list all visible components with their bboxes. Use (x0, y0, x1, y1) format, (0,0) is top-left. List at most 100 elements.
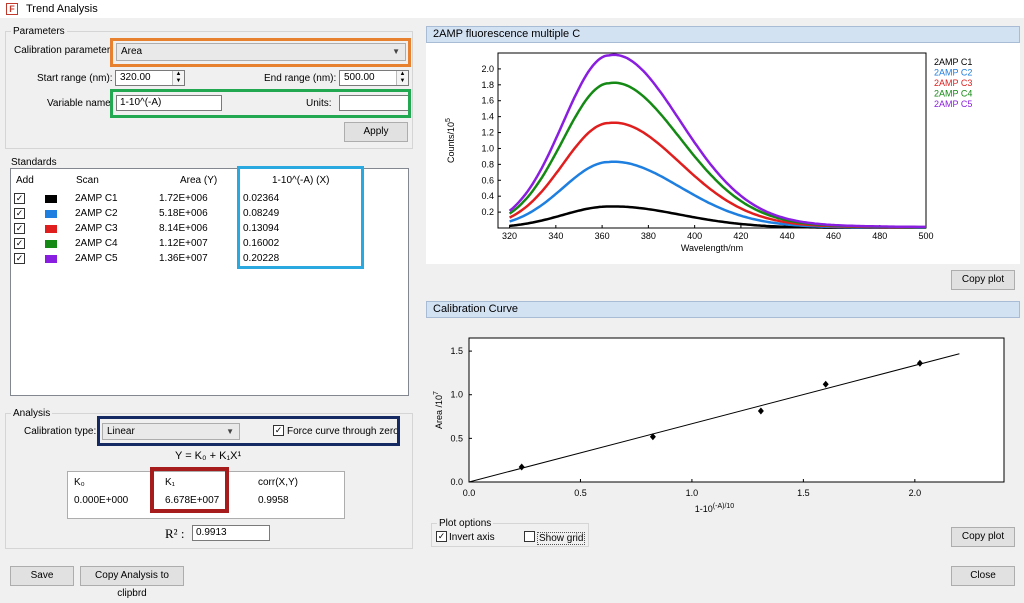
app-icon: F (6, 3, 18, 15)
row-checkbox[interactable]: ✓ (14, 208, 25, 219)
invert-axis-checkbox[interactable]: ✓ (436, 531, 447, 542)
calibration-parameter-label: Calibration parameter: (14, 45, 113, 56)
x-axis-label: 1-10(-A)/10 (695, 503, 735, 514)
start-range-input[interactable]: 320.00 ▲ ▼ (115, 70, 185, 86)
legend-entry: 2AMP C1 (934, 57, 972, 67)
row-scan-name: 2AMP C4 (75, 238, 118, 249)
row-area-value: 1.12E+007 (159, 238, 208, 249)
calibration-type-value: Linear (107, 426, 135, 437)
k1-label: K₁ (165, 477, 176, 488)
legend-entry: 2AMP C3 (934, 78, 972, 88)
col-header-x[interactable]: 1-10^(-A) (X) (272, 175, 330, 186)
x-tick-label: 0.5 (574, 488, 587, 498)
row-checkbox[interactable]: ✓ (14, 193, 25, 204)
x-tick-label: 420 (733, 231, 748, 241)
y-tick-label: 0.6 (481, 175, 494, 185)
row-area-value: 1.36E+007 (159, 253, 208, 264)
close-button[interactable]: Close (951, 566, 1015, 586)
y-tick-label: 0.8 (481, 159, 494, 169)
end-range-input[interactable]: 500.00 ▲ ▼ (339, 70, 409, 86)
y-tick-label: 0.5 (450, 433, 463, 443)
color-swatch (45, 210, 57, 218)
row-scan-name: 2AMP C1 (75, 193, 118, 204)
row-checkbox[interactable]: ✓ (14, 223, 25, 234)
color-swatch (45, 240, 57, 248)
spin-arrows-icon[interactable]: ▲ ▼ (396, 71, 408, 85)
row-checkbox[interactable]: ✓ (14, 253, 25, 264)
y-tick-label: 1.5 (450, 346, 463, 356)
corr-value: 0.9958 (258, 495, 289, 506)
parameters-group-label: Parameters (11, 26, 67, 37)
data-point (916, 359, 923, 367)
col-header-scan[interactable]: Scan (76, 175, 99, 186)
end-range-label: End range (nm): (264, 73, 337, 84)
row-x-value: 0.16002 (243, 238, 280, 249)
col-header-add[interactable]: Add (16, 175, 34, 186)
show-grid-checkbox[interactable] (524, 531, 535, 542)
plot-frame (497, 52, 927, 229)
color-swatch (45, 255, 57, 263)
window-titlebar: F Trend Analysis (0, 0, 1024, 18)
x-tick-label: 2.0 (909, 488, 922, 498)
data-point (649, 433, 656, 441)
row-x-value: 0.02364 (243, 193, 280, 204)
y-tick-label: 1.6 (481, 96, 494, 106)
row-scan-name: 2AMP C2 (75, 208, 118, 219)
variable-name-input[interactable]: 1-10^(-A) (116, 95, 222, 111)
data-point (518, 463, 525, 471)
x-tick-label: 500 (918, 231, 933, 241)
x-tick-label: 440 (780, 231, 795, 241)
units-input[interactable] (339, 95, 409, 111)
y-tick-label: 1.0 (481, 143, 494, 153)
row-scan-name: 2AMP C5 (75, 253, 118, 264)
parameters-group (5, 31, 413, 149)
copy-analysis-button[interactable]: Copy Analysis to clipbrd (80, 566, 184, 599)
color-swatch (45, 225, 57, 233)
legend-entry: 2AMP C2 (934, 68, 972, 78)
x-tick-label: 380 (641, 231, 656, 241)
y-tick-label: 1.0 (450, 390, 463, 400)
calibration-type-select[interactable]: Linear ▼ (102, 423, 240, 440)
force-zero-checkbox[interactable]: ✓ (273, 425, 284, 436)
calibration-parameter-value: Area (121, 46, 143, 57)
legend-entry: 2AMP C5 (934, 99, 972, 109)
copy-calibration-plot-button[interactable]: Copy plot (951, 527, 1015, 547)
units-label: Units: (306, 98, 332, 109)
y-axis-label: Area /107 (433, 391, 444, 429)
calibration-chart: 0.0 0.5 1.0 1.5 2.0 0.0 0.5 1.0 1.5 1-10(-A)/10 Ar… (433, 337, 1005, 514)
series-line (508, 53, 926, 229)
data-point (822, 380, 829, 388)
y-tick-label: 0.2 (481, 207, 494, 217)
standards-group-label: Standards (11, 157, 57, 168)
variable-name-label: Variable name: (47, 98, 114, 109)
legend-entry: 2AMP C4 (934, 89, 972, 99)
chevron-down-icon: ▼ (392, 47, 400, 56)
copy-fluorescence-plot-button[interactable]: Copy plot (951, 270, 1015, 290)
row-x-value: 0.20228 (243, 253, 280, 264)
corr-label: corr(X,Y) (258, 477, 298, 488)
start-range-label: Start range (nm): (37, 73, 113, 84)
force-zero-label[interactable]: Force curve through zero (287, 426, 399, 437)
fluorescence-chart: 320 340 360 380 400 420 440 460 480 500 0.2 0.4 0.6 0… (445, 52, 972, 253)
k0-value: 0.000E+000 (74, 495, 129, 506)
row-checkbox[interactable]: ✓ (14, 238, 25, 249)
end-range-value: 500.00 (344, 72, 375, 83)
y-tick-label: 1.4 (481, 112, 494, 122)
analysis-group (5, 413, 413, 549)
invert-axis-label[interactable]: Invert axis (449, 532, 495, 543)
plot-options-label: Plot options (437, 518, 494, 529)
x-tick-label: 480 (872, 231, 887, 241)
apply-button[interactable]: Apply (344, 122, 408, 142)
y-axis-label: Counts/105 (445, 118, 456, 163)
show-grid-label[interactable]: Show grid (537, 532, 586, 545)
save-button[interactable]: Save (10, 566, 74, 586)
fluorescence-plot-title: 2AMP fluorescence multiple C (426, 26, 1020, 43)
window-title: Trend Analysis (26, 3, 98, 15)
spin-arrows-icon[interactable]: ▲ ▼ (172, 71, 184, 85)
color-swatch (45, 195, 57, 203)
calibration-parameter-select[interactable]: Area ▼ (116, 43, 406, 61)
standards-table[interactable] (10, 168, 409, 396)
start-range-value: 320.00 (120, 72, 151, 83)
analysis-group-label: Analysis (11, 408, 53, 419)
col-header-area[interactable]: Area (Y) (180, 175, 218, 186)
